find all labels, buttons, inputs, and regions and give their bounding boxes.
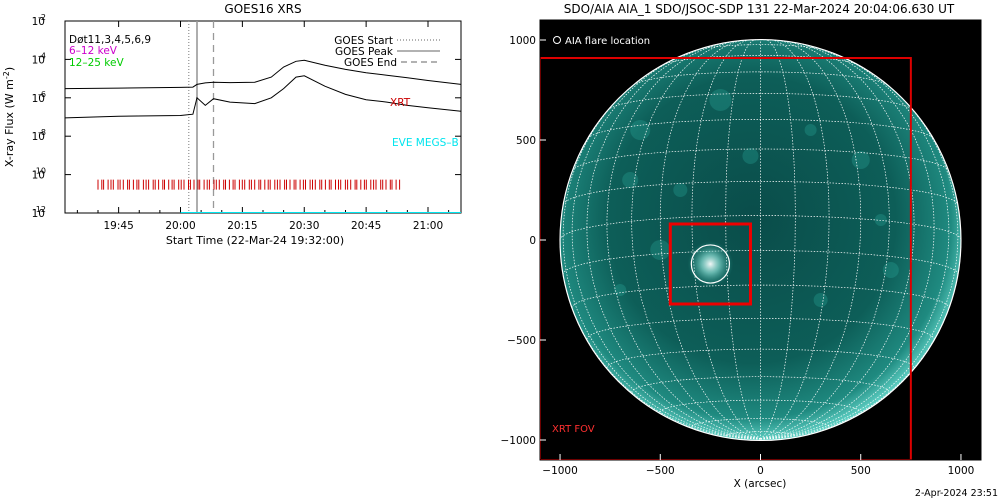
- grid-line: [760, 40, 862, 440]
- aia-y-tick-label-1: −500: [507, 335, 536, 347]
- goes-y-tick-label-4: 10-4: [32, 51, 46, 66]
- aia-x-tick-label-0: −1000: [542, 465, 578, 477]
- aia-x-tick-label-3: 500: [851, 465, 871, 477]
- goes-series-group: [65, 59, 461, 213]
- grid-line: [586, 43, 761, 440]
- energy-band-label-6-12: 6–12 keV: [69, 45, 118, 57]
- generation-timestamp: 2-Apr-2024 23:51: [915, 488, 998, 499]
- aia-x-ticks: −1000 −500 0 500 1000: [542, 454, 974, 477]
- grid-line: [760, 49, 950, 440]
- grid-line: [587, 119, 934, 139]
- grid-line: [606, 348, 915, 368]
- grid-line: [562, 76, 761, 440]
- aia-title: SDO/AIA AIA_1 SDO/JSOC-SDP 131 22-Mar-20…: [564, 2, 955, 16]
- grid-line: [760, 41, 915, 440]
- flare-location-circle: [690, 244, 731, 284]
- goes-x-ticks: 19:45 20:00 20:15 20:30 20:45 21:00: [76, 21, 450, 232]
- zoom-region-box: [668, 222, 752, 306]
- disk-brightening: [813, 292, 828, 308]
- grid-line: [760, 43, 935, 440]
- goes-x-tick-label-4: 20:45: [351, 220, 381, 232]
- legend-goes-end-label: GOES End: [344, 57, 397, 69]
- grid-line: [631, 40, 761, 440]
- disk-brightening: [851, 150, 870, 170]
- solar-limb: [559, 38, 962, 442]
- grid-line: [691, 39, 761, 440]
- goes-y-tick-label-5: 10-2: [32, 13, 46, 28]
- grid-line: [760, 39, 830, 440]
- flare-glow: [687, 241, 734, 287]
- grid-line: [607, 93, 914, 111]
- aia-x-tick-label-1: −500: [646, 465, 675, 477]
- goes-series-short: [65, 75, 461, 119]
- disk-brightening: [804, 123, 817, 137]
- goes-chart-title: GOES16 XRS: [224, 2, 301, 16]
- disk-brightening: [882, 261, 899, 279]
- goes-y-axis-label: X-ray Flux (W m-2): [2, 67, 16, 167]
- legend-goes-start-label: GOES Start: [334, 35, 393, 47]
- legend-goes-peak-label: GOES Peak: [335, 46, 394, 58]
- heliographic-grid: [559, 38, 962, 442]
- goes-y-tick-label-3: 10-6: [32, 90, 46, 105]
- disk-brightening: [673, 182, 688, 198]
- grid-line: [760, 39, 796, 440]
- aia-y-ticks: −1000 −500 0 500 1000: [500, 35, 546, 447]
- detector-label: Døt11,3,4,5,6,9: [69, 34, 151, 46]
- goes-xrs-panel: GOES16 XRS 10-12 10-10 10-8 10-6 10-4 10-2 19…: [2, 2, 462, 247]
- goes-y-ticks: 10-12 10-10 10-8 10-6 10-4 10-2: [32, 13, 461, 220]
- goes-y-tick-label-0: 10-12: [32, 205, 46, 220]
- aia-x-tick-label-2: 0: [757, 465, 764, 477]
- aia-y-tick-label-0: −1000: [500, 435, 536, 447]
- xrt-observation-markers: [97, 179, 401, 190]
- disk-brightening: [614, 283, 627, 297]
- goes-x-axis-label: Start Time (22-Mar-24 19:32:00): [166, 234, 344, 247]
- grid-line: [760, 76, 959, 440]
- aia-legend-label: AIA flare location: [565, 36, 650, 47]
- goes-y-tick-label-2: 10-8: [32, 128, 46, 143]
- grid-line: [562, 181, 959, 205]
- grid-line: [659, 40, 761, 440]
- disk-brightening: [630, 119, 651, 141]
- goes-legend: GOES Start GOES Peak GOES End: [334, 35, 440, 69]
- goes-x-tick-label-1: 20:00: [165, 220, 195, 232]
- xrt-fov-box: [540, 57, 912, 460]
- goes-y-tick-label-1: 10-10: [32, 167, 46, 182]
- energy-band-label-12-25: 12–25 keV: [69, 57, 124, 69]
- disk-brightening: [709, 88, 732, 112]
- aia-y-tick-label-2: 0: [529, 235, 536, 247]
- disk-brightening: [650, 239, 671, 261]
- aia-y-tick-label-4: 1000: [509, 35, 536, 47]
- grid-line: [571, 49, 761, 440]
- goes-x-tick-label-0: 19:45: [103, 220, 133, 232]
- aia-image-panel: SDO/AIA AIA_1 SDO/JSOC-SDP 131 22-Mar-20…: [500, 2, 982, 490]
- disk-brightening: [622, 171, 639, 189]
- disk-brightening: [874, 213, 887, 227]
- aia-x-tick-label-4: 1000: [948, 465, 975, 477]
- grid-line: [725, 39, 761, 440]
- disk-brightenings: [614, 88, 899, 308]
- grid-line: [691, 418, 830, 428]
- goes-x-tick-label-5: 21:00: [413, 220, 443, 232]
- grid-line: [606, 41, 761, 440]
- disk-brightening: [742, 147, 759, 165]
- goes-series-long: [65, 59, 461, 90]
- xrt-annotation: XRT: [390, 97, 411, 109]
- aia-y-tick-label-3: 500: [516, 135, 536, 147]
- legend-circle-icon: [553, 36, 561, 44]
- grid-line: [695, 44, 826, 51]
- grid-line: [633, 71, 888, 86]
- goes-x-tick-label-3: 20:30: [289, 220, 319, 232]
- goes-plot-frame: [64, 20, 462, 214]
- goes-x-tick-label-2: 20:15: [227, 220, 257, 232]
- aia-x-axis-label: X (arcsec): [734, 478, 787, 490]
- eve-megs-b-annotation: EVE MEGS–B: [392, 137, 459, 149]
- xrt-fov-label: XRT FOV: [552, 424, 595, 435]
- grid-line: [760, 40, 890, 440]
